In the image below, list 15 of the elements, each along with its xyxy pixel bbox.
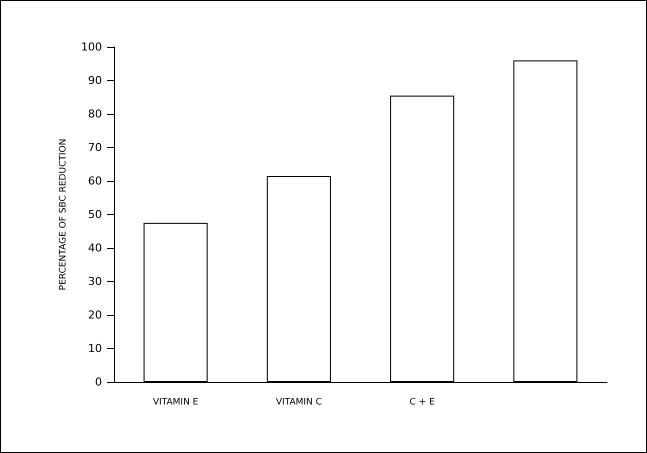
x-tick-label: VITAMIN E	[152, 398, 199, 408]
y-tick-label: 70	[88, 141, 102, 154]
y-tick-label: 100	[81, 40, 102, 54]
y-tick-label: 10	[88, 342, 102, 355]
y-tick-label: 30	[88, 275, 102, 288]
y-tick-label: 40	[88, 242, 102, 254]
x-tick-label: VITAMIN C	[276, 398, 322, 408]
y-axis-title: PERCENTAGE OF SBC REDUCTION	[58, 138, 68, 290]
y-tick-label: 20	[88, 308, 102, 322]
y-tick-label: 90	[88, 74, 102, 87]
x-tick-label: C + E	[410, 398, 436, 408]
y-tick-label: 60	[88, 174, 102, 188]
y-tick-label: 0	[95, 376, 102, 388]
y-tick-label: 50	[88, 208, 102, 221]
y-tick-label: 80	[88, 108, 102, 120]
